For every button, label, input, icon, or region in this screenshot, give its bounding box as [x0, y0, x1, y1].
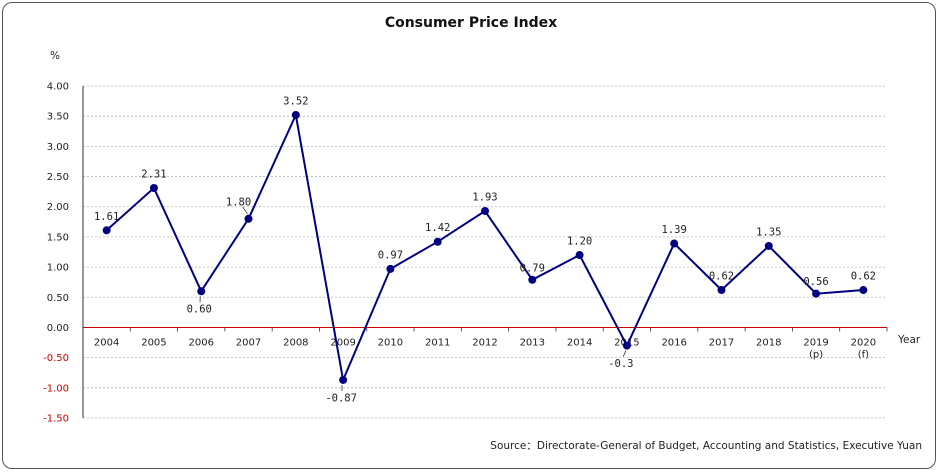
- x-tick-sublabel: (f): [858, 349, 869, 360]
- data-point: [528, 275, 537, 284]
- data-point: [102, 226, 111, 235]
- y-tick-label: -1.00: [43, 383, 69, 394]
- y-tick-label: 0.00: [47, 323, 69, 334]
- y-tick-label: 1.00: [47, 263, 69, 274]
- data-label: -0.87: [325, 392, 357, 404]
- x-axis-label: Year: [897, 334, 921, 346]
- x-tick-label: 2005: [141, 337, 166, 348]
- y-tick-label: 3.50: [47, 112, 69, 123]
- data-label: 1.39: [662, 224, 687, 236]
- data-point: [859, 286, 868, 295]
- data-label: 0.62: [851, 271, 876, 283]
- data-point: [670, 239, 679, 248]
- data-point: [433, 237, 442, 246]
- x-tick-label: 2014: [567, 337, 592, 348]
- x-tick-label: 2012: [472, 337, 497, 348]
- x-tick-label: 2020: [851, 337, 876, 348]
- data-label: 1.80: [226, 196, 251, 208]
- data-point: [197, 287, 206, 296]
- chart-title: Consumer Price Index: [385, 15, 557, 31]
- y-axis-ticks: 4.00 3.50 3.00 2.50 2.00 1.50 1.00 0.50 0.00 -0.5…: [43, 82, 69, 425]
- data-label: 2.31: [141, 169, 166, 181]
- data-label: 1.93: [472, 191, 497, 203]
- x-tick-label: 2019: [803, 337, 828, 348]
- x-tick-sublabel: (p): [809, 349, 823, 360]
- y-tick-label: 3.00: [47, 142, 69, 153]
- y-axis-unit-label: %: [50, 50, 60, 62]
- data-label: 0.60: [187, 304, 212, 316]
- y-tick-label: 2.00: [47, 202, 69, 213]
- x-tick-label: 2006: [189, 337, 214, 348]
- data-point: [575, 251, 584, 260]
- source-note: Source：Directorate-General of Budget, Ac…: [490, 440, 922, 452]
- x-axis-ticks: 2004 2005 2006 2007 2008 2009 2010 2011 2012 2013…: [94, 337, 876, 360]
- data-point: [291, 110, 300, 119]
- data-label: 0.97: [378, 249, 403, 261]
- y-tick-label: 0.50: [47, 293, 69, 304]
- data-label: 1.20: [567, 236, 592, 248]
- data-label: 1.61: [94, 211, 119, 223]
- data-labels: 1.61 2.31 0.60 1.80 3.52 -0.87 0.97 1.42 1.93 0.7…: [94, 95, 876, 404]
- data-label-leader: [242, 206, 248, 215]
- data-point: [149, 184, 158, 193]
- x-tick-label: 2010: [378, 337, 403, 348]
- y-tick-label: 1.50: [47, 232, 69, 243]
- data-label: 0.79: [520, 262, 545, 274]
- data-point: [812, 289, 821, 298]
- y-tick-label: -1.50: [43, 414, 69, 425]
- data-label: 3.52: [283, 95, 308, 107]
- data-point: [339, 375, 348, 384]
- y-tick-label: -0.50: [43, 353, 69, 364]
- x-tick-label: 2009: [330, 337, 355, 348]
- data-label: 0.62: [709, 271, 734, 283]
- data-point: [717, 286, 726, 295]
- x-tick-label: 2011: [425, 337, 450, 348]
- chart-frame: [2, 2, 936, 469]
- x-tick-label: 2016: [661, 337, 686, 348]
- data-point: [244, 214, 253, 223]
- data-label: 1.35: [756, 226, 781, 238]
- x-tick-label: 2013: [520, 337, 545, 348]
- y-tick-label: 4.00: [47, 82, 69, 93]
- x-tick-label: 2004: [94, 337, 119, 348]
- x-tick-label: 2008: [283, 337, 308, 348]
- data-label: 0.56: [803, 276, 828, 288]
- data-point: [764, 241, 773, 250]
- data-point: [481, 206, 489, 215]
- gridlines: [83, 85, 887, 419]
- x-tick-label: 2018: [756, 337, 781, 348]
- data-point: [386, 264, 395, 273]
- x-tick-label: 2007: [236, 337, 261, 348]
- data-label: -0.3: [608, 358, 633, 370]
- data-label-leader: [622, 350, 627, 357]
- data-point: [622, 341, 631, 350]
- axes: [82, 86, 888, 418]
- y-tick-label: 2.50: [47, 172, 69, 183]
- data-points: [102, 110, 868, 384]
- data-label: 1.42: [425, 222, 450, 234]
- x-tick-label: 2017: [709, 337, 734, 348]
